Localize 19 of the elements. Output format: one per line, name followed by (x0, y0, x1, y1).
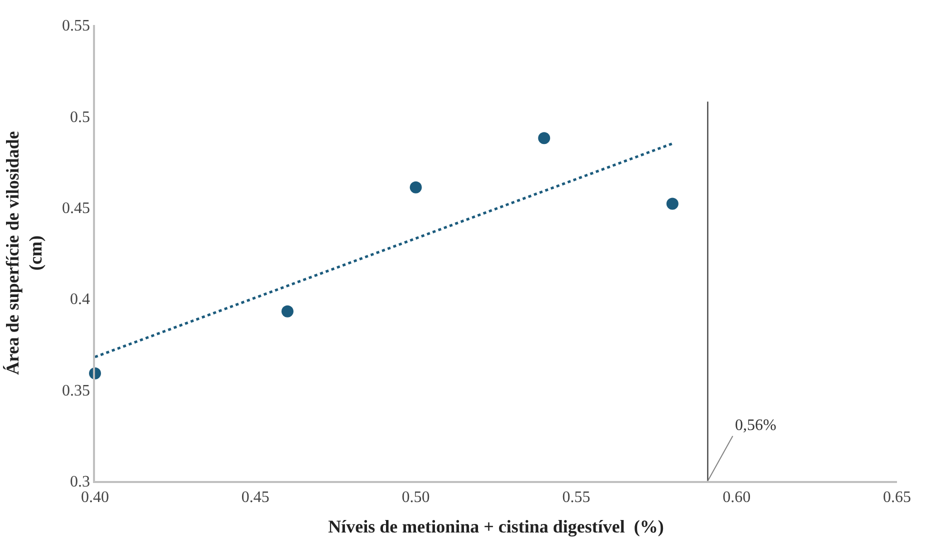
x-tick-label: 0.40 (81, 488, 109, 506)
y-tick-label: 0.5 (70, 108, 90, 126)
x-tick-label: 0.50 (402, 488, 430, 506)
y-tick-label: 0.35 (62, 382, 90, 400)
y-tick-label: 0.55 (62, 18, 90, 35)
y-tick-label: 0.45 (62, 200, 90, 217)
x-tick-label: 0.45 (241, 488, 270, 506)
point (666, 198, 678, 210)
x-tick-label: 0.60 (722, 488, 751, 506)
y-tick-label: 0.3 (70, 474, 90, 491)
point (538, 132, 550, 144)
y-tick-label: 0.4 (70, 291, 90, 308)
x-tick-label: 0.55 (562, 488, 590, 506)
x-axis-title: Níveis de metionina + cistina digestível (%) (328, 516, 664, 537)
annotation: 0,56% (735, 417, 776, 434)
x-tick-label: 0.65 (883, 488, 911, 506)
y-axis-title: Área de superfície de vilosidade (cm) (2, 131, 46, 375)
point (410, 181, 422, 194)
point (281, 305, 294, 318)
